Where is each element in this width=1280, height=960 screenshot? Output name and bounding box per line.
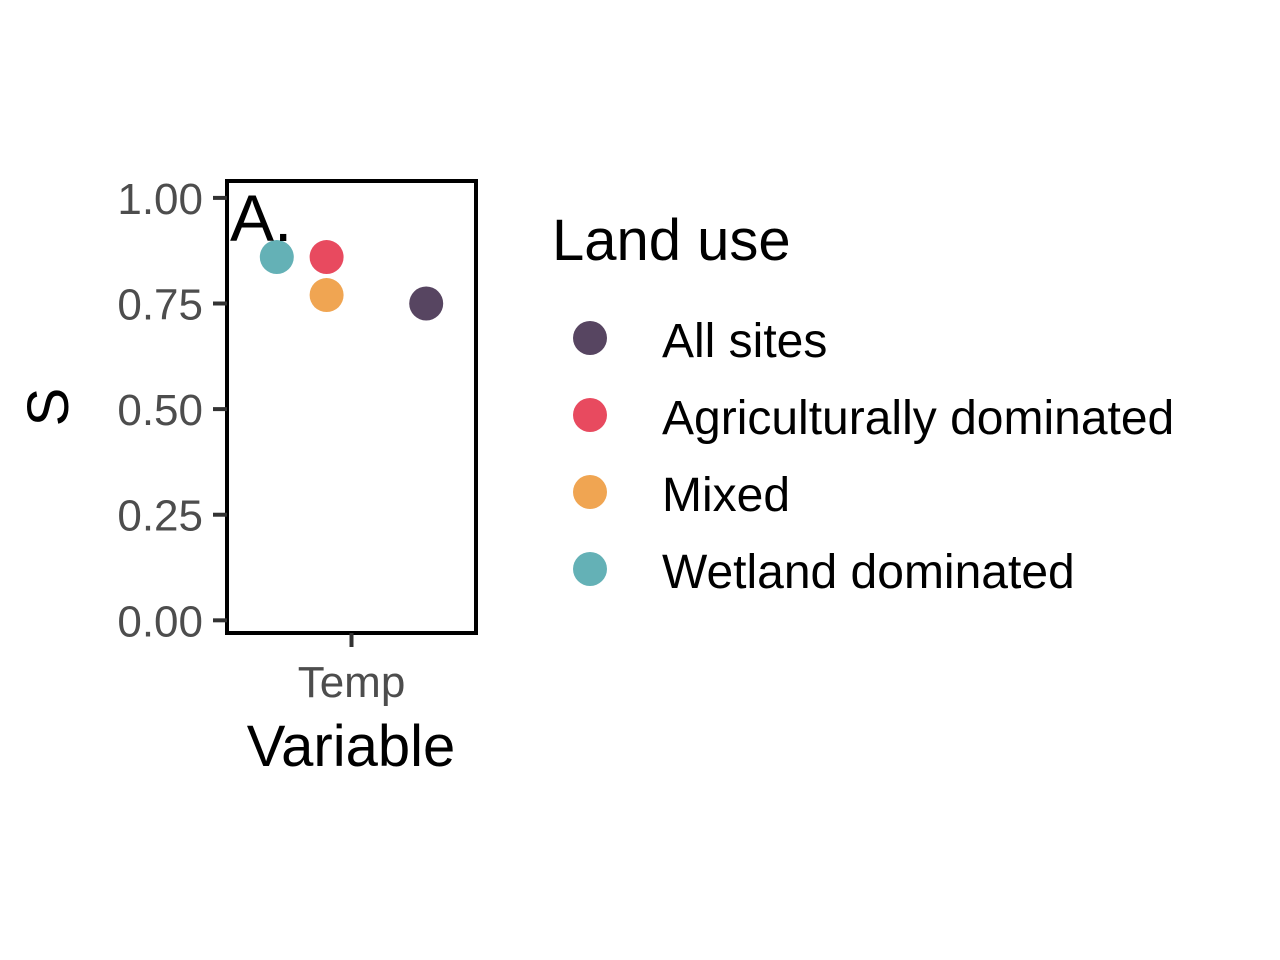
legend-label: All sites <box>662 315 827 368</box>
y-tick-label: 0.25 <box>117 492 203 541</box>
legend-label: Wetland dominated <box>662 546 1075 599</box>
legend-items: All sites Agriculturally dominated Mixed We… <box>573 315 1174 599</box>
panel-label: A. <box>230 181 292 255</box>
data-points <box>259 240 444 321</box>
legend-key <box>573 552 607 586</box>
legend-key <box>573 398 607 432</box>
y-tick-label: 0.75 <box>117 281 203 330</box>
y-axis: 0.00 0.25 0.50 0.75 1.00 <box>117 175 227 646</box>
y-axis-title: S <box>16 388 81 427</box>
legend-label: Mixed <box>662 469 790 522</box>
x-tick-label: Temp <box>298 658 406 707</box>
x-axis: Temp <box>298 633 406 707</box>
legend: Land use All sites Agriculturally dominat… <box>552 208 1174 599</box>
y-tick-label: 0.00 <box>117 597 203 646</box>
y-tick-label: 0.50 <box>117 386 203 435</box>
point-all-sites <box>409 286 444 321</box>
legend-key <box>573 475 607 509</box>
legend-title: Land use <box>552 208 791 273</box>
legend-label: Agriculturally dominated <box>662 392 1174 445</box>
point-agriculturally-dominated <box>309 240 344 275</box>
point-mixed <box>309 278 344 313</box>
y-tick-label: 1.00 <box>117 175 203 224</box>
legend-key <box>573 321 607 355</box>
x-axis-title: Variable <box>247 714 456 779</box>
point-wetland-dominated <box>259 240 294 275</box>
